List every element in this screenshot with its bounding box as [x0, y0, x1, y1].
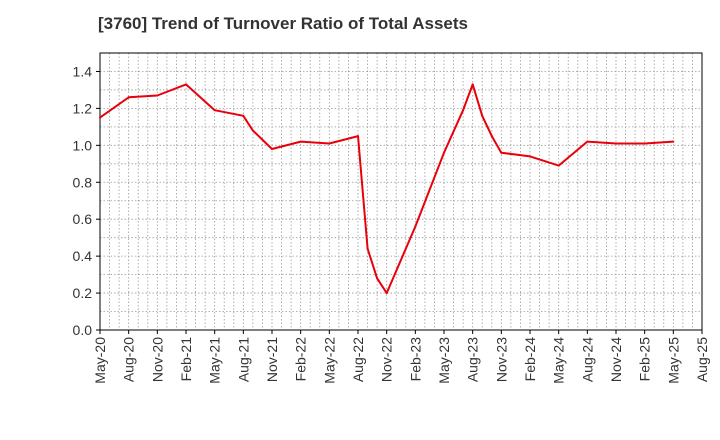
y-tick-label: 1.2	[73, 100, 93, 116]
x-tick-label: Feb-21	[178, 337, 194, 382]
data-point	[385, 292, 388, 295]
y-tick-label: 1.0	[73, 137, 93, 153]
x-tick-label: Aug-22	[350, 337, 366, 382]
x-tick-label: May-22	[321, 337, 337, 384]
data-point	[242, 114, 245, 117]
data-point	[529, 155, 531, 158]
data-point	[357, 135, 359, 138]
data-point	[127, 96, 130, 99]
x-tick-label: Aug-21	[235, 337, 251, 382]
data-point	[376, 277, 379, 280]
data-point	[443, 151, 445, 154]
data-point	[490, 135, 493, 138]
chart-title: [3760] Trend of Turnover Ratio of Total …	[98, 14, 468, 33]
x-axis: May-20 Aug-20 Nov-20 Feb-21 May-21 Aug-21 Nov-…	[92, 330, 710, 384]
data-point	[643, 142, 646, 145]
y-tick-label: 0.4	[73, 248, 93, 264]
x-tick-label: Nov-21	[264, 337, 280, 382]
x-tick-label: Aug-24	[579, 337, 595, 382]
data-point	[615, 142, 617, 145]
series-line	[99, 83, 674, 295]
data-point	[500, 151, 503, 154]
data-point	[462, 109, 465, 112]
x-tick-label: May-20	[92, 337, 108, 384]
y-tick-label: 0.6	[73, 211, 93, 227]
plot-frame	[99, 52, 703, 331]
data-point	[328, 142, 331, 145]
data-point	[185, 83, 187, 86]
data-point	[471, 83, 474, 86]
y-tick-label: 0.8	[73, 174, 93, 190]
data-point	[366, 247, 369, 250]
x-tick-label: May-25	[665, 337, 681, 384]
data-point	[414, 225, 417, 228]
x-tick-label: May-21	[207, 337, 223, 384]
x-tick-label: Feb-25	[637, 337, 653, 382]
data-point	[156, 94, 159, 97]
x-tick-label: May-23	[436, 337, 452, 384]
y-tick-label: 0.0	[73, 322, 93, 338]
series-group	[99, 83, 675, 295]
data-point	[557, 164, 560, 167]
data-point	[213, 109, 216, 112]
data-point	[481, 114, 484, 117]
y-tick-label: 1.4	[73, 63, 93, 79]
x-tick-label: Nov-22	[379, 337, 395, 382]
data-point	[586, 140, 589, 143]
data-point	[251, 129, 254, 132]
x-tick-label: Aug-20	[121, 337, 137, 382]
y-tick-label: 0.2	[73, 285, 93, 301]
data-point	[672, 140, 675, 143]
grid-lines	[100, 53, 702, 330]
x-tick-label: Aug-23	[465, 337, 481, 382]
x-tick-label: May-24	[551, 337, 567, 384]
x-tick-label: Nov-24	[608, 337, 624, 382]
x-tick-label: Feb-22	[293, 337, 309, 382]
y-axis: 0.0 0.2 0.4 0.6 0.8 1.0 1.2 1.4	[73, 63, 100, 338]
x-tick-label: Feb-23	[407, 337, 423, 382]
x-tick-label: Feb-24	[522, 337, 538, 382]
x-tick-label: Nov-23	[493, 337, 509, 382]
data-point	[99, 116, 101, 119]
data-point	[271, 148, 273, 151]
x-tick-label: Aug-25	[694, 337, 710, 382]
data-point	[299, 140, 302, 143]
x-tick-label: Nov-20	[149, 337, 165, 382]
